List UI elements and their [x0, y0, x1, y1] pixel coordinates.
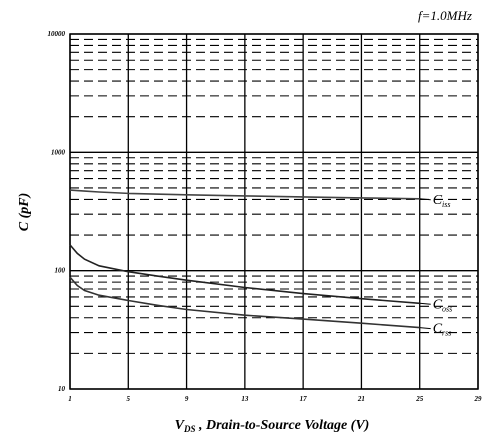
series-leader-iss: [419, 198, 431, 201]
x-axis-title-main: V: [175, 418, 186, 433]
series-label-rss: Crss: [433, 322, 452, 338]
x-tick-label: 21: [357, 395, 365, 403]
series-label-sub: oss: [442, 304, 452, 313]
y-tick-label: 1000: [51, 148, 66, 156]
minor-gridlines: [70, 38, 478, 354]
x-tick-label: 1: [68, 395, 72, 403]
y-tick-label: 10000: [48, 30, 66, 38]
x-tick-label: 5: [127, 395, 131, 403]
plot-frame: [69, 33, 479, 390]
series-label-main: C: [433, 193, 443, 208]
y-axis-title: C (pF): [17, 193, 32, 232]
series-layer: [69, 189, 420, 329]
series-line-iss: [69, 189, 420, 200]
series-leader-oss: [419, 302, 431, 305]
x-tick-label: 13: [241, 395, 249, 403]
major-gridlines: [69, 33, 479, 390]
y-tick-label: 100: [55, 267, 66, 275]
y-tick-label: 10: [58, 385, 66, 393]
series-label-main: C: [433, 322, 443, 337]
x-tick-label: 29: [474, 395, 483, 403]
series-label-sub: rss: [442, 329, 451, 338]
x-tick-label: 9: [185, 395, 189, 403]
series-leader-rss: [419, 327, 431, 330]
x-tick-label: 25: [415, 395, 424, 403]
series-label-iss: Ciss: [433, 193, 451, 209]
series-line-oss: [69, 244, 420, 305]
x-axis-title: VDS , Drain-to-Source Voltage (V): [175, 418, 370, 434]
x-tick-labels: 1 5 9 13 17 21 25 29: [68, 395, 482, 403]
x-axis-title-sub: DS: [183, 424, 196, 434]
series-label-main: C: [433, 297, 443, 312]
frequency-annotation: f=1.0MHz: [418, 8, 472, 23]
series-line-rss: [69, 276, 420, 329]
x-tick-label: 17: [300, 395, 308, 403]
x-axis-title-rest: , Drain-to-Source Voltage (V): [196, 418, 370, 433]
series-label-sub: iss: [442, 200, 450, 209]
series-label-oss: Coss: [433, 297, 453, 313]
y-tick-labels: 10 100 1000 10000: [48, 30, 66, 393]
